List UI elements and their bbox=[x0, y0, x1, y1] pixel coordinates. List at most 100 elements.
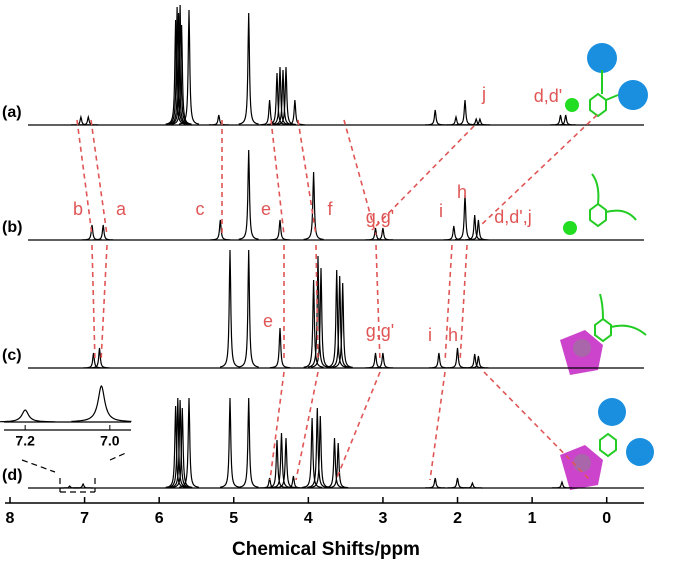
icon-b bbox=[563, 173, 637, 235]
peak-label: e bbox=[263, 311, 273, 331]
peak bbox=[178, 9, 200, 125]
peak bbox=[271, 432, 292, 489]
inset-peak bbox=[71, 385, 132, 422]
peak bbox=[70, 114, 91, 126]
peak bbox=[238, 397, 259, 488]
correlation-line bbox=[335, 371, 381, 481]
x-tick-label: 5 bbox=[229, 510, 238, 527]
peak bbox=[238, 12, 259, 125]
peak bbox=[468, 355, 489, 369]
peak bbox=[443, 225, 464, 241]
peak-label: d,d' bbox=[534, 86, 562, 106]
peak bbox=[310, 267, 332, 368]
peak bbox=[310, 415, 331, 488]
peak bbox=[78, 114, 99, 126]
peak bbox=[468, 219, 489, 241]
peak bbox=[365, 227, 386, 241]
peak bbox=[73, 482, 94, 489]
peak bbox=[303, 279, 324, 368]
peak bbox=[283, 475, 304, 489]
peak-label: i bbox=[428, 325, 432, 345]
peak-label: g,g' bbox=[366, 207, 394, 227]
x-tick-label: 8 bbox=[6, 510, 15, 527]
peak bbox=[329, 275, 350, 368]
correlation-line bbox=[91, 244, 96, 363]
peak bbox=[276, 437, 296, 489]
correlation-line bbox=[100, 244, 108, 363]
peak bbox=[303, 171, 324, 241]
peak bbox=[365, 352, 386, 369]
correlation-line bbox=[371, 125, 475, 231]
correlation-line bbox=[297, 119, 317, 236]
peak bbox=[208, 114, 229, 126]
spectrum-label: (b) bbox=[2, 219, 22, 236]
correlation-line bbox=[90, 119, 108, 236]
peak-label: b bbox=[73, 199, 83, 219]
x-tick-label: 2 bbox=[453, 510, 462, 527]
peak-label: c bbox=[196, 199, 205, 219]
peak bbox=[82, 224, 102, 241]
peak bbox=[83, 352, 104, 369]
correlation-line bbox=[483, 371, 591, 481]
peak bbox=[332, 282, 353, 368]
peak bbox=[276, 66, 296, 126]
peak bbox=[269, 327, 291, 369]
correlation-line bbox=[269, 371, 285, 481]
correlation-line bbox=[375, 244, 381, 363]
icon-c bbox=[560, 293, 647, 375]
correlation-line bbox=[479, 114, 598, 227]
x-tick-label: 6 bbox=[155, 510, 164, 527]
inset-peak bbox=[0, 409, 56, 423]
peak bbox=[307, 255, 329, 368]
peak bbox=[551, 480, 573, 489]
icon-a bbox=[565, 43, 648, 118]
correlation-line bbox=[76, 119, 93, 236]
peak-label: h bbox=[448, 325, 458, 345]
peak-label: d,d',j bbox=[494, 207, 531, 227]
correlation-line bbox=[343, 119, 377, 236]
correlation-line bbox=[295, 371, 319, 481]
peak bbox=[210, 219, 231, 241]
peak bbox=[447, 347, 468, 369]
peak bbox=[178, 397, 200, 488]
peak bbox=[464, 214, 485, 241]
peak bbox=[219, 397, 241, 488]
peak bbox=[169, 399, 191, 488]
peak bbox=[167, 397, 188, 488]
inset-tick-label: 7.0 bbox=[100, 433, 120, 449]
peak-label: e bbox=[261, 199, 271, 219]
peak bbox=[550, 114, 571, 126]
peak bbox=[284, 99, 305, 126]
peak bbox=[267, 439, 287, 489]
peak-label: f bbox=[327, 199, 333, 219]
peak bbox=[469, 117, 491, 126]
icon-d bbox=[560, 398, 654, 490]
peak bbox=[372, 227, 393, 241]
inset-zoom-line bbox=[21, 459, 56, 473]
peak bbox=[462, 481, 483, 489]
peak bbox=[302, 417, 323, 488]
spectrum-label: (d) bbox=[2, 467, 22, 484]
peak bbox=[464, 353, 485, 369]
peak bbox=[238, 249, 259, 368]
peak bbox=[171, 24, 192, 125]
peak-label: j bbox=[481, 84, 486, 104]
peak bbox=[328, 442, 349, 489]
peak bbox=[219, 249, 241, 368]
spectrum-label: (a) bbox=[2, 104, 22, 121]
peak-label: a bbox=[116, 199, 127, 219]
peak bbox=[446, 114, 466, 126]
peak bbox=[372, 352, 393, 369]
correlation-line bbox=[444, 244, 453, 363]
peak-label: g,g' bbox=[366, 321, 394, 341]
peak bbox=[172, 407, 193, 488]
peak bbox=[93, 224, 114, 241]
peak bbox=[89, 347, 110, 369]
peak-label: h bbox=[457, 182, 467, 202]
peak bbox=[447, 477, 468, 489]
peak bbox=[307, 407, 328, 488]
correlation-line bbox=[270, 119, 285, 236]
inset-zoom-line bbox=[109, 451, 129, 461]
spectrum-label: (c) bbox=[2, 347, 22, 364]
